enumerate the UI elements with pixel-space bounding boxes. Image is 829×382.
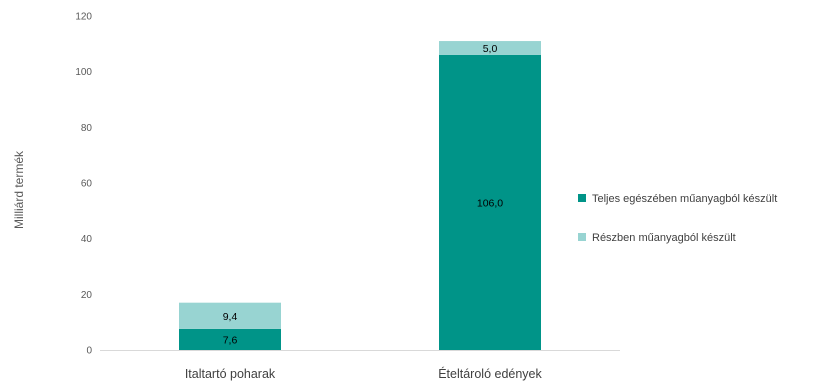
y-tick-label: 120 (75, 12, 92, 23)
bar-segment (179, 302, 281, 329)
y-axis-ticks: 0 20 40 60 80 100 120 (75, 12, 92, 357)
bars: 7,6 9,4 106,0 5,0 (179, 41, 541, 350)
y-axis-label: Milliárd termék (12, 150, 26, 229)
category-label: Italtartó poharak (185, 367, 276, 381)
bar-segment (439, 41, 541, 55)
y-tick-label: 20 (81, 290, 93, 301)
y-tick-label: 100 (75, 67, 92, 78)
y-tick-label: 60 (81, 179, 93, 190)
y-tick-label: 80 (81, 123, 93, 134)
bar-segment (439, 54, 541, 350)
legend-label: Teljes egészében műanyagból készült (592, 193, 777, 205)
category-labels: Italtartó poharak Ételtároló edények (185, 366, 543, 381)
legend: Teljes egészében műanyagból készült Részb… (578, 193, 777, 244)
category-label: Ételtároló edények (438, 366, 542, 381)
data-label: 7,6 (223, 334, 238, 346)
legend-swatch (578, 194, 586, 202)
data-label: 9,4 (223, 311, 238, 323)
bar-segment (179, 328, 281, 350)
y-tick-label: 40 (81, 234, 93, 245)
data-label: 5,0 (483, 43, 498, 55)
y-tick-label: 0 (86, 346, 92, 357)
data-label: 106,0 (477, 197, 503, 209)
legend-swatch (578, 233, 586, 241)
legend-label: Részben műanyagból készült (592, 232, 736, 244)
